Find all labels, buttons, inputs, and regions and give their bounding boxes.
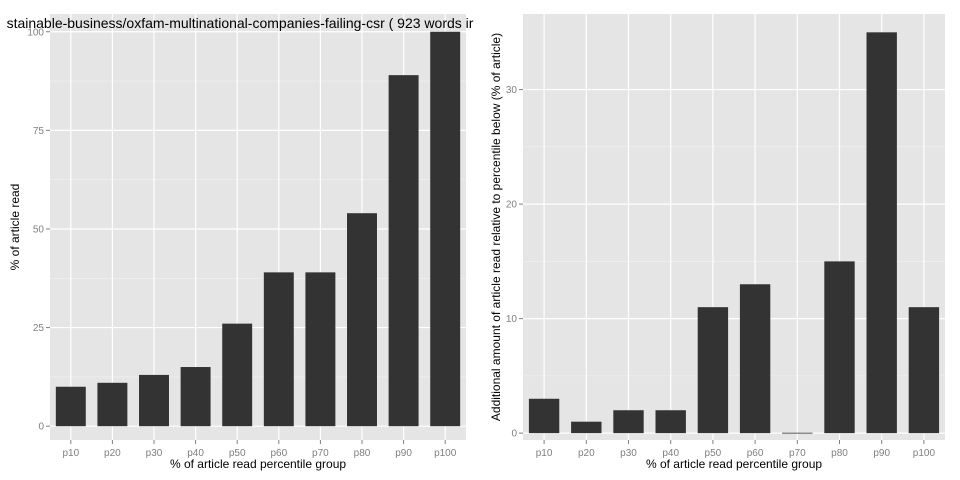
x-tick-label-p40: p40 <box>187 448 204 459</box>
y-tick-label: 25 <box>33 323 45 334</box>
x-axis-title: % of article read percentile group <box>646 457 822 471</box>
bar-p30 <box>139 374 169 427</box>
x-axis-title: % of article read percentile group <box>170 457 346 471</box>
bar-p100 <box>430 31 461 427</box>
x-tick-label-p80: p80 <box>354 448 371 459</box>
bar-p30 <box>613 410 644 434</box>
x-tick-label-p10: p10 <box>536 448 553 459</box>
left-chart-panel: 0 25 50 75 100 p10 p20 p30 p40 p50 p60 p70 p80 p90 p10… <box>7 14 474 471</box>
y-tick-label: 20 <box>506 200 518 211</box>
x-tick-label-p100: p100 <box>434 448 457 459</box>
bar-p60 <box>739 284 771 434</box>
y-axis-title: % of article read <box>8 184 22 271</box>
x-tick-label-p60: p60 <box>747 448 764 459</box>
bar-p90 <box>388 75 419 427</box>
x-tick-label-p30: p30 <box>620 448 637 459</box>
bar-p50 <box>222 323 253 427</box>
bar-p20 <box>97 382 128 427</box>
x-tick-label-p70: p70 <box>789 448 806 459</box>
chart-title: stainable-business/oxfam-multinational-c… <box>7 15 474 31</box>
y-tick-label: 30 <box>506 85 518 96</box>
y-axis-title: Additional amount of article read relati… <box>489 33 503 421</box>
bar-p90 <box>866 32 897 434</box>
y-tick-label: 0 <box>511 429 517 440</box>
x-tick-label-p80: p80 <box>831 448 848 459</box>
bar-p70 <box>305 272 336 427</box>
bar-p40 <box>655 410 686 434</box>
bar-p100 <box>908 307 940 434</box>
bar-p50 <box>697 307 729 434</box>
x-tick-label-p10: p10 <box>62 448 79 459</box>
bar-p10 <box>528 398 560 434</box>
y-tick-label: 100 <box>27 27 44 38</box>
x-tick-label-p20: p20 <box>578 448 595 459</box>
bar-p10 <box>55 386 86 427</box>
y-tick-label: 0 <box>38 422 44 433</box>
x-tick-label-p90: p90 <box>873 448 890 459</box>
x-tick-label-p60: p60 <box>270 448 287 459</box>
bar-p70 <box>782 432 813 434</box>
bar-p40 <box>180 367 211 427</box>
x-tick-label-p90: p90 <box>395 448 412 459</box>
bar-p80 <box>347 213 377 427</box>
right-chart-panel: 0 10 20 30 p10 p20 p30 p40 p50 p60 p70 p80 p90 p100 % … <box>489 14 945 471</box>
y-tick-label: 10 <box>506 314 518 325</box>
x-tick-label-p70: p70 <box>312 448 329 459</box>
x-tick-label-p50: p50 <box>705 448 722 459</box>
x-tick-label-p50: p50 <box>229 448 246 459</box>
y-tick-label: 75 <box>33 126 45 137</box>
y-tick-label: 50 <box>33 224 45 235</box>
bar-p60 <box>263 272 294 427</box>
x-tick-label-p20: p20 <box>104 448 121 459</box>
x-tick-label-p40: p40 <box>662 448 679 459</box>
bar-p80 <box>824 261 855 434</box>
x-tick-label-p30: p30 <box>146 448 163 459</box>
bar-p20 <box>571 421 602 434</box>
x-tick-label-p100: p100 <box>913 448 936 459</box>
